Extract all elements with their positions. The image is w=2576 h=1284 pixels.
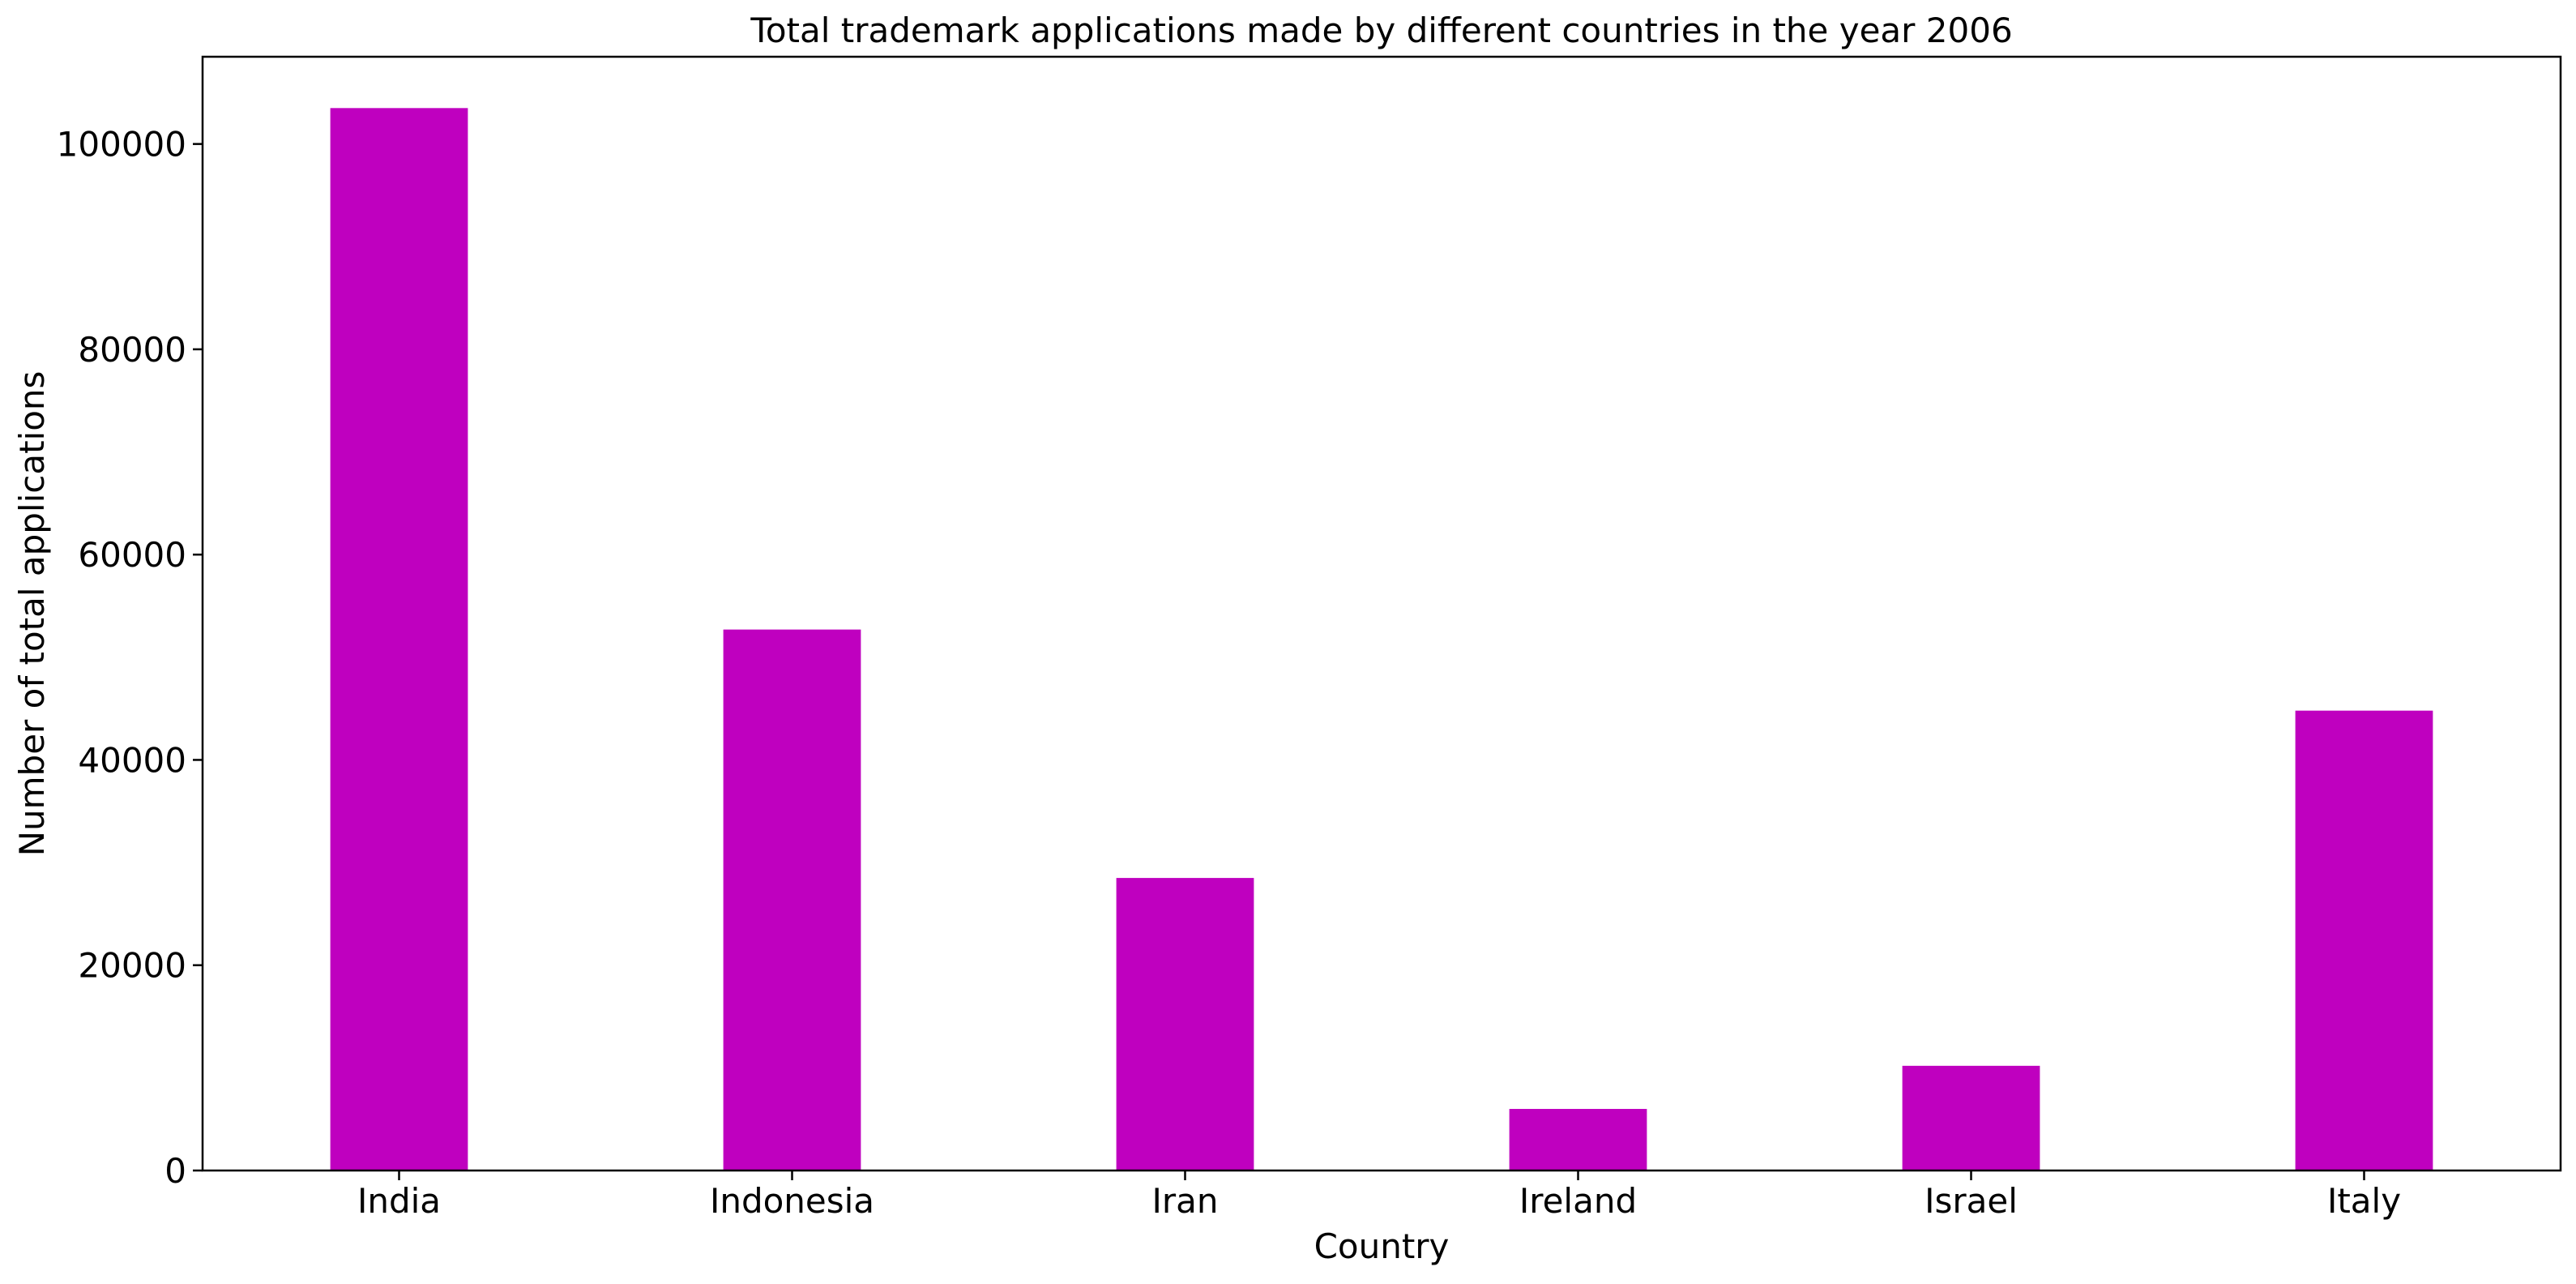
y-tick-label: 80000 <box>78 330 186 370</box>
y-tick-label: 60000 <box>78 535 186 575</box>
x-tick-label: Iran <box>1151 1181 1218 1221</box>
x-axis-label: Country <box>1314 1226 1450 1266</box>
x-tick-label: India <box>357 1181 441 1221</box>
y-axis-ticks: 0 20000 40000 60000 80000 100000 <box>57 125 203 1191</box>
y-tick-label: 100000 <box>57 125 186 165</box>
y-tick-label: 40000 <box>78 740 186 780</box>
bar-israel <box>1902 1065 2040 1171</box>
y-tick-label: 0 <box>164 1151 186 1191</box>
x-tick-label: Israel <box>1925 1181 2018 1221</box>
bar-italy <box>2295 710 2433 1171</box>
bar-iran <box>1116 878 1254 1171</box>
x-tick-label: Indonesia <box>710 1181 874 1221</box>
plot-area-frame <box>201 55 2562 1172</box>
bar-ireland <box>1509 1109 1647 1171</box>
y-tick-label: 20000 <box>78 946 186 986</box>
x-tick-label: Italy <box>2327 1181 2401 1221</box>
x-axis-ticks: India Indonesia Iran Ireland Israel Italy <box>357 1171 2401 1221</box>
bars-layer <box>330 108 2433 1171</box>
chart-title: Total trademark applications made by dif… <box>750 11 2012 50</box>
x-tick-label: Ireland <box>1519 1181 1637 1221</box>
bar-indonesia <box>723 629 861 1171</box>
bar-india <box>330 108 468 1171</box>
y-axis-label: Number of total applications <box>12 371 52 857</box>
